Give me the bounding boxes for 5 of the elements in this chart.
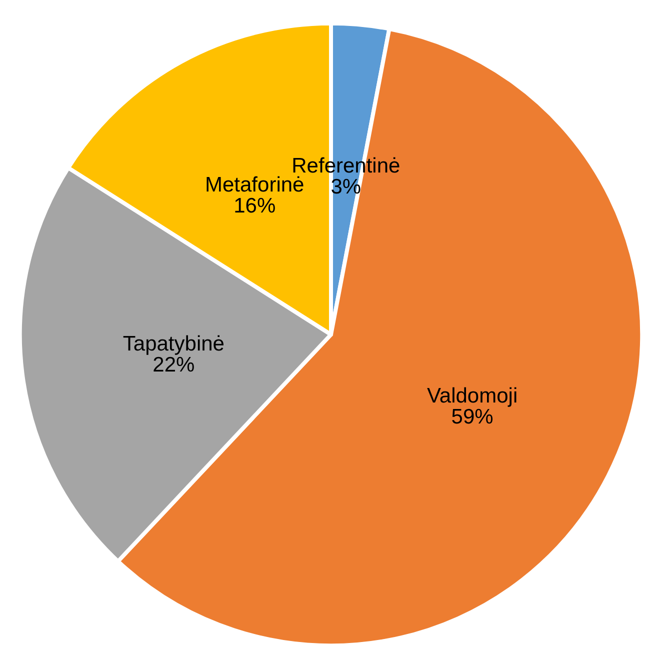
slice-label: Valdomoji [426, 384, 518, 408]
data-label: 59% [451, 405, 494, 428]
slice-label: Metaforinė [205, 174, 304, 197]
slice-label: Tapatybinė [122, 332, 224, 356]
data-label: 16% [234, 194, 276, 218]
